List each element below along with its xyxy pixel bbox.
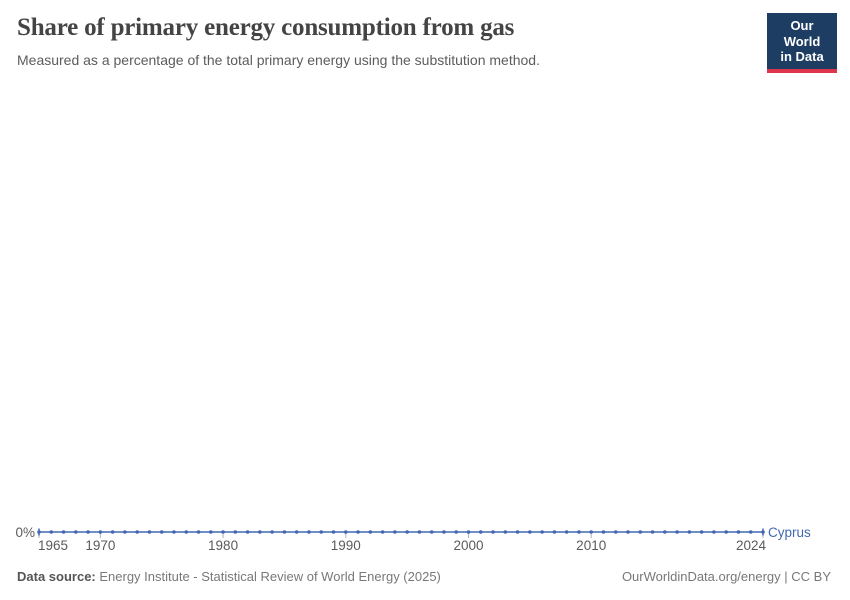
series-entity-label: Cyprus	[768, 525, 811, 540]
x-axis-tick-label: 1990	[330, 538, 361, 553]
x-axis-tick-label: 1965	[38, 538, 69, 553]
x-axis-tick-label: 2010	[576, 538, 607, 553]
chart-subtitle: Measured as a percentage of the total pr…	[17, 52, 540, 68]
page-title: Share of primary energy consumption from…	[17, 14, 515, 41]
owid-url-license: OurWorldinData.org/energy | CC BY	[621, 569, 831, 584]
x-axis-tick-label: 1980	[208, 538, 239, 553]
owid-logo: Our World in Data	[767, 13, 837, 73]
x-axis-labels: 1965 1970 1980 1990 2000 2010 2024	[0, 538, 850, 556]
data-source-label: Data source:	[17, 569, 96, 584]
x-axis-tick-label: 2000	[453, 538, 484, 553]
x-axis-tick-label: 1970	[85, 538, 116, 553]
data-source-note: Data source: Energy Institute - Statisti…	[17, 569, 441, 584]
data-source-text: Energy Institute - Statistical Review of…	[95, 569, 441, 584]
owid-logo-line1: Our World	[783, 18, 821, 49]
owid-logo-line2: in Data	[780, 49, 824, 65]
y-axis-label: 0%	[15, 525, 35, 540]
x-axis-tick-label: 2024	[735, 538, 766, 553]
